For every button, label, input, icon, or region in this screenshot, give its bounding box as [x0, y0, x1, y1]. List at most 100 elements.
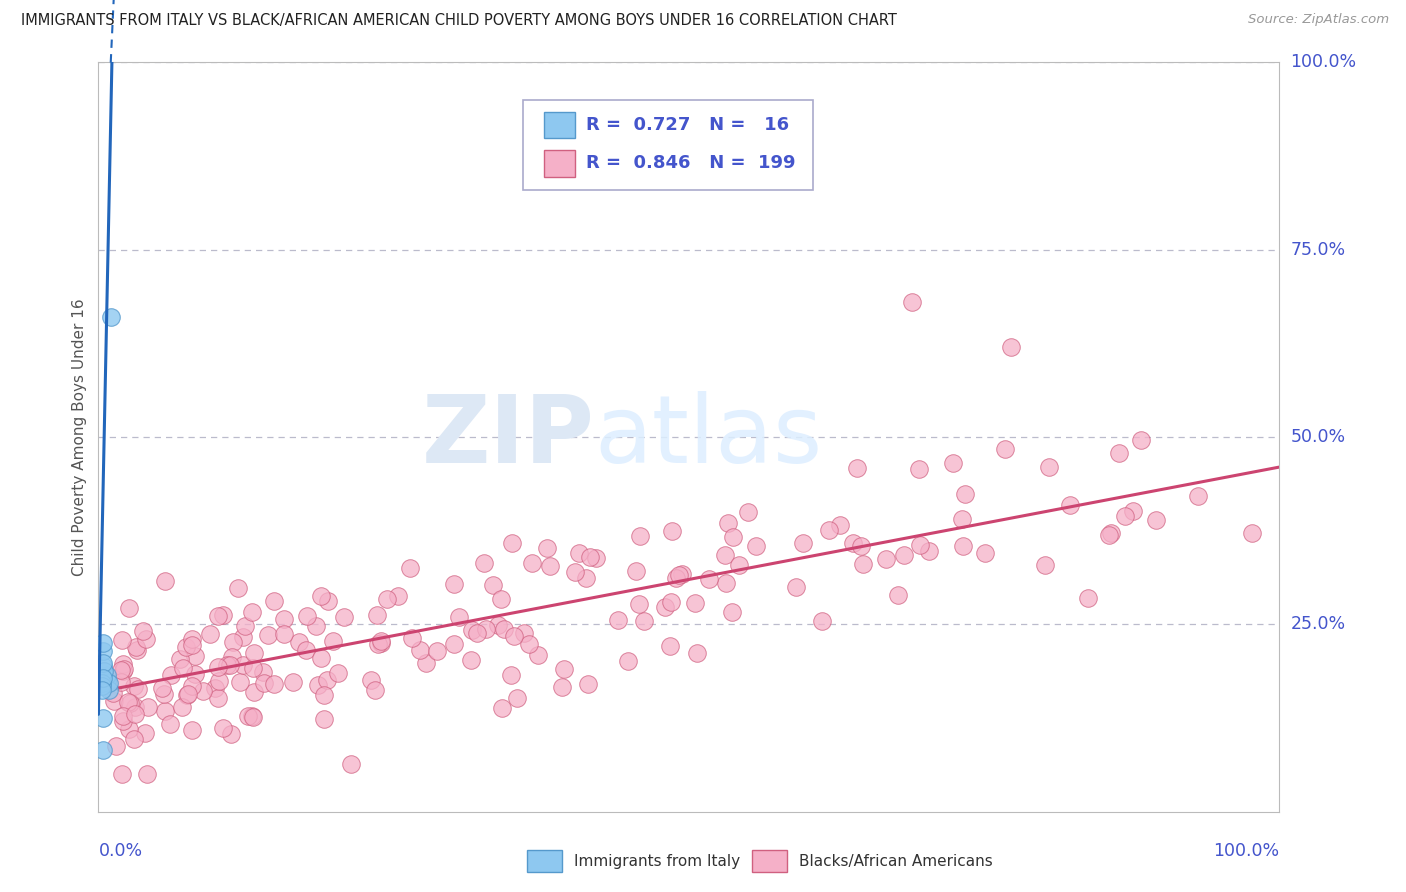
Point — [242, 661, 264, 675]
Point — [367, 637, 389, 651]
Point — [501, 668, 523, 682]
Point — [1033, 558, 1056, 572]
Point — [538, 558, 561, 573]
Point — [150, 681, 173, 695]
Point — [91, 743, 114, 757]
Point — [181, 638, 204, 652]
Point — [1108, 446, 1130, 460]
Point — [100, 310, 122, 325]
Point — [1098, 528, 1121, 542]
Point — [852, 557, 875, 571]
Point — [204, 681, 226, 695]
Point — [212, 608, 235, 623]
Point — [91, 676, 114, 690]
Point — [465, 626, 488, 640]
Point — [1000, 340, 1022, 354]
Point — [553, 662, 575, 676]
Point — [152, 687, 174, 701]
Point — [517, 637, 540, 651]
Point — [489, 591, 512, 606]
Point — [273, 612, 295, 626]
Point — [101, 686, 124, 700]
Point — [665, 571, 688, 585]
Point — [91, 683, 114, 698]
Point — [242, 708, 264, 723]
Point — [513, 626, 536, 640]
Point — [449, 609, 471, 624]
Point — [136, 699, 159, 714]
Point — [401, 631, 423, 645]
Point — [685, 596, 707, 610]
Point — [308, 678, 330, 692]
Point — [111, 664, 134, 678]
Point — [461, 624, 484, 638]
Point — [415, 657, 437, 671]
Point — [295, 643, 318, 657]
Point — [125, 643, 148, 657]
Point — [91, 711, 114, 725]
Point — [96, 668, 118, 682]
Point — [460, 653, 482, 667]
Text: Blacks/African Americans: Blacks/African Americans — [799, 855, 993, 869]
Point — [112, 708, 135, 723]
Point — [950, 512, 973, 526]
Point — [111, 767, 134, 781]
Y-axis label: Child Poverty Among Boys Under 16: Child Poverty Among Boys Under 16 — [72, 298, 87, 576]
Point — [1059, 498, 1081, 512]
Point — [721, 606, 744, 620]
Point — [181, 632, 204, 647]
Point — [207, 608, 229, 623]
Point — [398, 561, 420, 575]
Point — [122, 731, 145, 746]
Point — [633, 614, 655, 628]
Point — [155, 574, 177, 588]
Point — [714, 548, 737, 562]
Point — [409, 642, 432, 657]
Point — [482, 578, 505, 592]
Point — [111, 632, 134, 647]
Point — [91, 636, 114, 650]
Point — [426, 643, 449, 657]
Text: 50.0%: 50.0% — [1291, 428, 1346, 446]
Point — [717, 516, 740, 531]
Point — [243, 685, 266, 699]
Point — [124, 707, 146, 722]
Point — [506, 690, 529, 705]
Point — [1077, 591, 1099, 606]
Text: 75.0%: 75.0% — [1291, 241, 1346, 259]
Point — [252, 665, 274, 679]
Point — [443, 637, 465, 651]
Point — [252, 676, 274, 690]
Point — [176, 688, 198, 702]
Point — [153, 704, 176, 718]
Point — [91, 658, 114, 673]
Point — [900, 295, 922, 310]
Point — [893, 548, 915, 562]
Point — [169, 652, 191, 666]
Point — [472, 557, 495, 571]
Point — [918, 544, 941, 558]
Point — [110, 663, 132, 677]
Point — [994, 442, 1017, 456]
Point — [219, 727, 242, 741]
Point — [118, 696, 141, 710]
Point — [1122, 504, 1144, 518]
Point — [501, 536, 523, 550]
Point — [232, 630, 254, 644]
Point — [91, 657, 114, 671]
Point — [536, 541, 558, 555]
Point — [127, 682, 149, 697]
Point — [226, 582, 249, 596]
Point — [233, 618, 256, 632]
Point — [91, 679, 114, 693]
Text: R =  0.727   N =   16: R = 0.727 N = 16 — [586, 116, 789, 134]
Point — [387, 589, 409, 603]
Point — [661, 524, 683, 538]
Point — [110, 674, 132, 689]
Point — [842, 535, 865, 549]
Point — [1241, 525, 1264, 540]
Point — [322, 634, 344, 648]
Text: ZIP: ZIP — [422, 391, 595, 483]
Point — [229, 675, 252, 690]
Point — [363, 682, 385, 697]
